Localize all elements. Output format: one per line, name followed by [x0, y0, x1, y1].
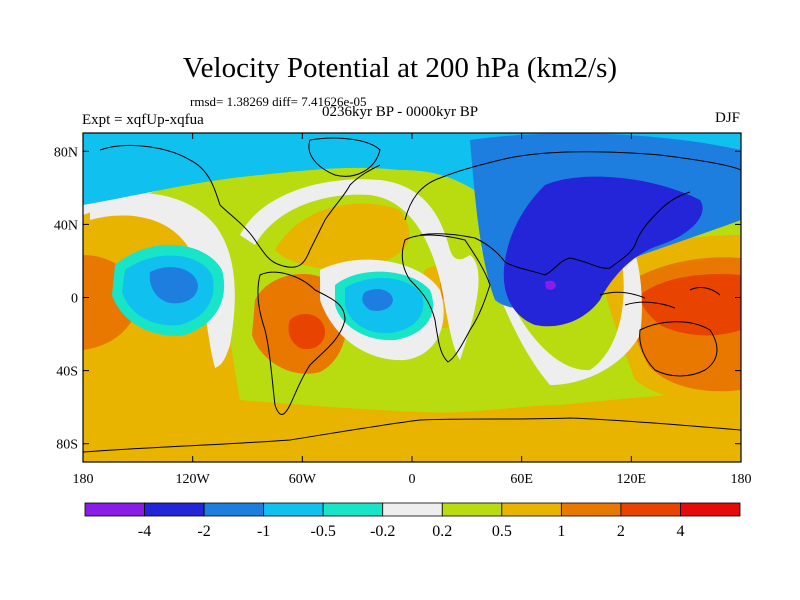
y-tick-label: 40N [54, 218, 78, 233]
colorbar-label: -1 [257, 523, 270, 540]
coast-antarctica [83, 417, 741, 453]
y-axis: 80N 40N 0 40S 80S [54, 145, 741, 453]
x-tick-label: 120W [176, 472, 211, 487]
field-neutral-band-atlantic [240, 179, 479, 360]
colorbar-swatch [144, 502, 205, 517]
colorbar-swatch [263, 502, 324, 517]
colorbar: -4 -2 -1 -0.5 -0.2 0.2 0.5 1 2 4 [84, 502, 741, 540]
x-tick-label: 180 [731, 472, 752, 487]
colorbar-swatch [560, 502, 622, 517]
colorbar-swatch [501, 502, 562, 517]
x-tick-label: 0 [409, 472, 416, 487]
colorbar-label: -0.5 [311, 523, 336, 540]
colorbar-label: 0.2 [432, 523, 452, 540]
period-label: 0236kyr BP - 0000kyr BP [322, 104, 479, 120]
coastlines [83, 137, 741, 453]
field-indian-peak [545, 280, 556, 290]
experiment-label: Expt = xqfUp-xqfua [82, 112, 204, 128]
coast-south-america [257, 271, 346, 415]
colorbar-swatch [620, 502, 681, 517]
colorbar-label: 4 [676, 523, 684, 540]
coast-europe-asia [404, 151, 741, 276]
field-south-america-peak [288, 314, 326, 350]
colorbar-label: -0.2 [370, 523, 395, 540]
colorbar-swatch [680, 502, 741, 517]
colorbar-label: 2 [617, 523, 625, 540]
y-tick-label: 80N [54, 145, 78, 160]
shaded-field [83, 133, 741, 462]
y-tick-label: 0 [71, 292, 78, 307]
x-axis: 180 120W 60W 0 60E 120E 180 [73, 133, 752, 487]
x-tick-label: 60W [289, 472, 317, 487]
chart-title: Velocity Potential at 200 hPa (km2/s) [182, 52, 618, 84]
colorbar-label: -2 [197, 523, 210, 540]
coast-greenland [308, 137, 381, 177]
y-tick-label: 40S [56, 365, 78, 380]
colorbar-label: 1 [557, 523, 565, 540]
coast-australia [639, 321, 718, 377]
colorbar-swatch [441, 502, 503, 517]
field-west-pacific-red [640, 274, 741, 336]
y-tick-label: 80S [56, 438, 78, 453]
colorbar-swatch [382, 502, 443, 517]
field-neg-atlantic-core [362, 289, 393, 311]
field-neg-west-pacific-core [149, 267, 198, 304]
colorbar-swatch [322, 502, 384, 517]
x-tick-label: 120E [617, 472, 647, 487]
colorbar-swatch [203, 502, 265, 517]
coast-north-america [99, 144, 381, 268]
colorbar-label: 0.5 [492, 523, 512, 540]
field-neutral-band-west [90, 193, 235, 368]
coast-indonesia [599, 287, 721, 309]
stats-text: rmsd= 1.38269 diff= 7.41626e-05 [190, 94, 367, 109]
coast-africa [401, 234, 491, 363]
season-label: DJF [714, 110, 740, 126]
colorbar-swatch [84, 502, 145, 517]
colorbar-label: -4 [138, 523, 151, 540]
x-tick-label: 60E [510, 472, 533, 487]
x-tick-label: 180 [73, 472, 94, 487]
